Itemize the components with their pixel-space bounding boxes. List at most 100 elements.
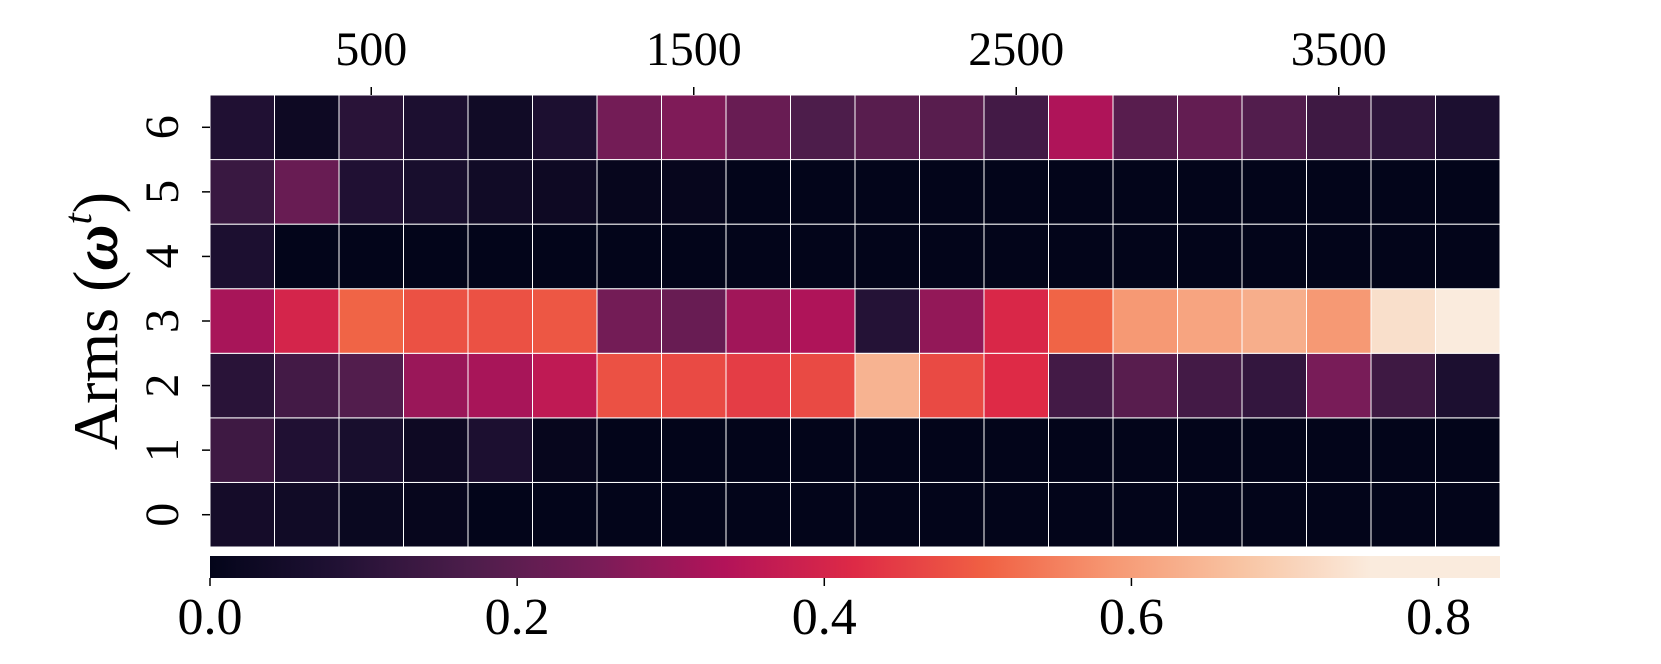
heatmap-cell-r4-c7: [661, 223, 727, 290]
colorbar-tick-label-3: 0.6: [1099, 589, 1164, 646]
heatmap-cell-r4-c18: [1370, 223, 1436, 290]
heatmap-cell-r0-c4: [467, 481, 533, 548]
heatmap-cell-r1-c14: [1112, 417, 1178, 483]
heatmap-cell-r4-c17: [1306, 223, 1372, 290]
colorbar-tick-label-0: 0.0: [178, 589, 243, 646]
heatmap-cell-r4-c15: [1177, 223, 1243, 290]
heatmap-cell-r4-c1: [274, 223, 340, 290]
heatmap-cell-r3-c1: [274, 288, 340, 354]
heatmap-cell-r2-c4: [467, 352, 533, 419]
heatmap-cell-r3-c7: [661, 288, 727, 354]
heatmap-cell-r0-c16: [1241, 481, 1307, 548]
heatmap-cell-r1-c3: [403, 417, 469, 483]
heatmap-cell-r2-c1: [274, 352, 340, 419]
heatmap-cell-r5-c10: [854, 159, 920, 225]
heatmap-cell-r0-c17: [1306, 481, 1372, 548]
y-axis-title-close: ): [60, 192, 131, 213]
heatmap-cell-r3-c11: [919, 288, 985, 354]
heatmap-cell-r0-c13: [1048, 481, 1114, 548]
heatmap-cell-r1-c13: [1048, 417, 1114, 483]
heatmap-cell-r1-c11: [919, 417, 985, 483]
heatmap-cell-r5-c13: [1048, 159, 1114, 225]
heatmap-cell-r0-c1: [274, 481, 340, 548]
heatmap-cell-r5-c5: [532, 159, 598, 225]
heatmap-cell-r6-c0: [209, 94, 275, 161]
heatmap-cell-r5-c6: [596, 159, 662, 225]
heatmap-cell-r5-c15: [1177, 159, 1243, 225]
heatmap-cell-r5-c0: [209, 159, 275, 225]
heatmap-cell-r1-c19: [1435, 417, 1501, 483]
heatmap-cell-r1-c9: [790, 417, 856, 483]
heatmap-cell-r3-c18: [1370, 288, 1436, 354]
heatmap-cell-r4-c19: [1435, 223, 1501, 290]
heatmap-cell-r1-c1: [274, 417, 340, 483]
colorbar-gradient: [210, 556, 1500, 578]
y-axis: 0 1 2 3 4 5 6: [136, 115, 210, 527]
heatmap-cell-r4-c2: [338, 223, 404, 290]
heatmap-cell-r4-c14: [1112, 223, 1178, 290]
heatmap-cell-r6-c12: [983, 94, 1049, 161]
heatmap-cell-r2-c10: [854, 352, 920, 419]
heatmap-cell-r6-c18: [1370, 94, 1436, 161]
heatmap-cell-r5-c16: [1241, 159, 1307, 225]
y-axis-label: Arms (ωt): [55, 192, 131, 450]
heatmap-cell-r3-c3: [403, 288, 469, 354]
heatmap-cell-r0-c19: [1435, 481, 1501, 548]
heatmap-cell-r4-c10: [854, 223, 920, 290]
heatmap-cell-r5-c19: [1435, 159, 1501, 225]
heatmap-cell-r0-c10: [854, 481, 920, 548]
heatmap-cell-r1-c7: [661, 417, 727, 483]
heatmap-cells: [209, 94, 1501, 548]
heatmap-cell-r6-c11: [919, 94, 985, 161]
heatmap-cell-r3-c4: [467, 288, 533, 354]
colorbar-tick-label-2: 0.4: [792, 589, 857, 646]
heatmap-cell-r2-c15: [1177, 352, 1243, 419]
heatmap-cell-r3-c19: [1435, 288, 1501, 354]
heatmap-cell-r0-c5: [532, 481, 598, 548]
heatmap-cell-r5-c4: [467, 159, 533, 225]
heatmap-cell-r3-c5: [532, 288, 598, 354]
heatmap-cell-r2-c6: [596, 352, 662, 419]
heatmap-cell-r1-c18: [1370, 417, 1436, 483]
y-tick-label-0: 0: [136, 503, 189, 527]
x-tick-label-2: 2500: [968, 23, 1064, 76]
heatmap-cell-r3-c12: [983, 288, 1049, 354]
heatmap-cell-r4-c5: [532, 223, 598, 290]
heatmap-cell-r6-c17: [1306, 94, 1372, 161]
heatmap-cell-r6-c7: [661, 94, 727, 161]
heatmap-cell-r3-c15: [1177, 288, 1243, 354]
heatmap-cell-r3-c8: [725, 288, 791, 354]
heatmap-cell-r1-c17: [1306, 417, 1372, 483]
y-axis-title: Arms (ωt): [55, 192, 131, 450]
heatmap-cell-r1-c6: [596, 417, 662, 483]
colorbar: 0.0 0.2 0.4 0.6 0.8: [178, 556, 1500, 646]
heatmap-cell-r0-c9: [790, 481, 856, 548]
heatmap-cell-r3-c0: [209, 288, 275, 354]
heatmap-cell-r4-c0: [209, 223, 275, 290]
heatmap-cell-r4-c16: [1241, 223, 1307, 290]
heatmap-cell-r0-c0: [209, 481, 275, 548]
y-axis-title-symbol: ω: [60, 224, 131, 270]
heatmap-cell-r2-c14: [1112, 352, 1178, 419]
heatmap-cell-r0-c3: [403, 481, 469, 548]
heatmap-cell-r2-c5: [532, 352, 598, 419]
heatmap-cell-r5-c3: [403, 159, 469, 225]
heatmap-cell-r6-c5: [532, 94, 598, 161]
heatmap-cell-r0-c8: [725, 481, 791, 548]
x-tick-label-0: 500: [335, 23, 407, 76]
y-tick-label-5: 5: [136, 180, 189, 204]
heatmap-cell-r1-c16: [1241, 417, 1307, 483]
heatmap-cell-r2-c2: [338, 352, 404, 419]
heatmap-cell-r6-c6: [596, 94, 662, 161]
heatmap-cell-r5-c14: [1112, 159, 1178, 225]
heatmap-cell-r3-c14: [1112, 288, 1178, 354]
heatmap-cell-r5-c7: [661, 159, 727, 225]
heatmap-cell-r2-c12: [983, 352, 1049, 419]
heatmap-cell-r2-c18: [1370, 352, 1436, 419]
heatmap-cell-r2-c19: [1435, 352, 1501, 419]
heatmap-cell-r6-c8: [725, 94, 791, 161]
heatmap-cell-r6-c13: [1048, 94, 1114, 161]
x-tick-label-1: 1500: [646, 23, 742, 76]
heatmap-cell-r3-c17: [1306, 288, 1372, 354]
